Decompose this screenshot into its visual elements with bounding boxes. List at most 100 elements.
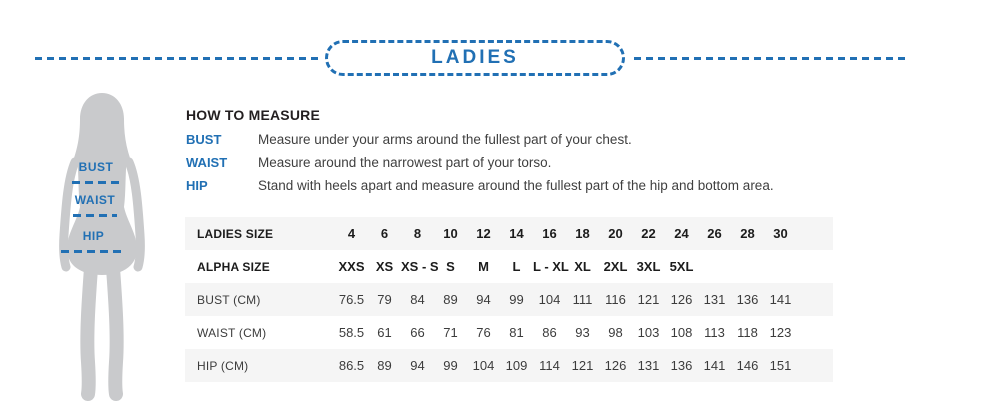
measure-term-label: WAIST [186,155,228,170]
table-row: HIP (CM) 86.5 89 94 99 104 109 114 121 126 131 136 1… [185,349,833,382]
table-cell: M [478,259,489,274]
table-cell: 30 [773,226,788,241]
figure-hip-label: HIP [82,229,105,243]
table-cell: 121 [571,358,594,373]
table-cell: 4 [347,226,356,241]
table-cell: S [446,259,455,274]
table-cell: 98 [608,325,623,340]
table-cell: 103 [637,325,660,340]
table-cell: 108 [670,325,693,340]
table-cell: 8 [413,226,422,241]
table-cell: 14 [509,226,524,241]
table-cell: 136 [736,292,759,307]
table-cell: 118 [737,325,758,340]
row-label: LADIES SIZE [197,226,274,241]
table-cell: 99 [443,358,458,373]
table-cell: 26 [707,226,722,241]
measure-term-label: HIP [186,178,208,193]
table-cell: 126 [604,358,627,373]
measure-term-label: BUST [186,132,222,147]
table-cell: 76.5 [338,292,365,307]
table-cell: 61 [377,325,392,340]
table-cell: 66 [410,325,425,340]
how-to-measure-list: BUST Measure under your arms around the f… [186,128,774,197]
table-cell: 113 [704,325,725,340]
table-cell: L [512,259,521,274]
table-cell: XS [375,259,394,274]
table-cell: 131 [637,358,660,373]
table-cell: 93 [575,325,590,340]
table-cell: 20 [608,226,623,241]
table-cell: 109 [505,358,528,373]
ladies-section-badge: LADIES [325,40,625,76]
table-cell: 58.5 [338,325,365,340]
table-cell: 81 [509,325,524,340]
table-row: WAIST (CM) 58.5 61 66 71 76 81 86 93 98 103 108 113 1… [185,316,833,349]
measurement-figure: BUST WAIST HIP [45,90,165,404]
table-cell: 151 [769,358,792,373]
table-cell: 104 [538,292,561,307]
measure-instruction-row: BUST Measure under your arms around the f… [186,128,774,151]
table-cell: 111 [572,292,593,307]
table-row: ALPHA SIZE XXS XS XS - S S M L L - XL XL 2XL 3XL 5X… [185,250,833,283]
table-cell: 16 [542,226,557,241]
measure-instruction-text: Measure around the narrowest part of you… [258,155,552,170]
table-cell: 141 [769,292,792,307]
table-cell: 6 [380,226,389,241]
figure-bust-label: BUST [78,160,114,174]
table-cell: 5XL [669,259,694,274]
table-cell: 84 [410,292,425,307]
table-cell: 126 [670,292,693,307]
table-cell: XXS [338,259,365,274]
table-cell: 116 [605,292,626,307]
figure-bust-dashed-line [72,181,120,184]
table-row: LADIES SIZE 4 6 8 10 12 14 16 18 20 22 24 26 28 30 [185,217,833,250]
table-cell: 89 [443,292,458,307]
table-cell: 22 [641,226,656,241]
measure-instruction-row: HIP Stand with heels apart and measure ar… [186,174,774,197]
table-cell: XS - S [401,259,439,274]
section-title: LADIES [431,47,519,68]
table-cell: 131 [703,292,726,307]
table-cell: 94 [410,358,425,373]
figure-waist-dashed-line [73,214,117,217]
table-row: BUST (CM) 76.5 79 84 89 94 99 104 111 116 121 126 13… [185,283,833,316]
table-cell: XL [574,259,591,274]
table-cell: 10 [443,226,458,241]
table-cell: 89 [377,358,392,373]
table-cell: 86.5 [338,358,365,373]
ladies-size-table: LADIES SIZE 4 6 8 10 12 14 16 18 20 22 24 26 28 30 ALPH… [185,217,833,382]
row-label: HIP (CM) [197,358,249,373]
measure-instruction-row: WAIST Measure around the narrowest part o… [186,151,774,174]
table-cell: 99 [509,292,524,307]
table-cell: 3XL [636,259,661,274]
how-to-measure-heading: HOW TO MEASURE [186,107,320,123]
table-cell: L - XL [533,259,569,274]
figure-waist-label: WAIST [74,193,116,207]
table-cell: 114 [539,358,560,373]
table-cell: 76 [476,325,491,340]
table-cell: 12 [476,226,491,241]
banner-dashed-line-left [35,57,318,60]
table-cell: 121 [637,292,660,307]
table-cell: 71 [443,325,458,340]
table-cell: 2XL [603,259,628,274]
table-cell: 136 [670,358,693,373]
table-cell: 141 [703,358,726,373]
row-label: WAIST (CM) [197,325,267,340]
table-cell: 86 [542,325,557,340]
table-cell: 28 [740,226,755,241]
row-label: ALPHA SIZE [197,259,270,274]
table-cell: 79 [377,292,392,307]
table-cell: 24 [674,226,689,241]
row-label: BUST (CM) [197,292,261,307]
female-silhouette-image [59,93,145,401]
measure-instruction-text: Stand with heels apart and measure aroun… [258,178,774,193]
banner-dashed-line-right [634,57,905,60]
figure-hip-dashed-line [61,250,125,253]
table-cell: 146 [736,358,759,373]
table-cell: 104 [472,358,495,373]
measure-instruction-text: Measure under your arms around the fulle… [258,132,632,147]
table-cell: 18 [575,226,590,241]
table-cell: 94 [476,292,491,307]
